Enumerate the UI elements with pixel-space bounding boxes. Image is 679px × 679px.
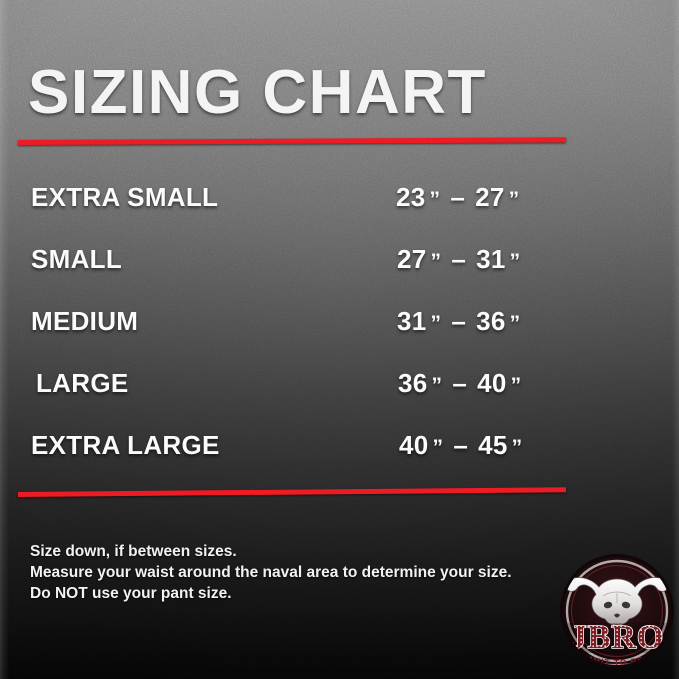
size-label: LARGE [36,368,129,398]
inch-mark: ” [508,188,520,211]
range-dash: – [451,244,467,274]
bull-skull-face [603,601,631,625]
range-min: 23 [396,182,426,212]
logo-ring [565,559,669,663]
range-max: 45 [478,430,508,460]
inch-mark: ” [511,436,523,459]
range-min: 40 [399,430,429,460]
bull-skull-shading [602,591,632,603]
table-row: SMALL 27” –31” [0,244,679,306]
range-dash: – [450,182,466,212]
measurement-range: 31” –36” [397,306,520,337]
range-dash: – [452,368,468,398]
range-dash: – [453,430,469,460]
table-row: EXTRA LARGE 40” –45” [0,430,679,492]
logo-brand-text: JBRO [570,619,665,656]
measurement-range: 23” –27” [396,182,519,213]
logo-ring-inner [570,564,664,658]
jbro-logo-svg: JBRO COMMIT TO BE FIT [560,554,674,668]
instruction-line: Size down, if between sizes. [30,543,237,560]
table-row: MEDIUM 31” –36” [0,306,679,368]
inch-mark: ” [430,250,442,273]
page-title: SIZING CHART [28,58,487,127]
inch-mark: ” [509,312,521,335]
measurement-range: 40” –45” [399,430,522,461]
range-min: 27 [397,244,427,274]
inch-mark: ” [510,374,522,397]
title-divider-rule [17,137,567,145]
instructions-block: Size down, if between sizes. Measure you… [30,541,570,604]
inch-mark: ” [430,312,442,335]
table-row: LARGE 36” –40” [0,368,679,430]
inch-mark: ” [432,436,444,459]
size-label: SMALL [31,244,123,274]
table-row: EXTRA SMALL 23” –27” [0,182,679,244]
measurement-range: 27” –31” [397,244,520,275]
range-max: 36 [476,306,506,336]
inch-mark: ” [509,250,521,273]
size-label: EXTRA SMALL [31,182,219,212]
logo-wordmark: JBRO [563,618,671,657]
range-max: 31 [476,244,506,274]
range-max: 27 [475,182,505,212]
measurement-range: 36” –40” [398,368,521,399]
instruction-line: Do NOT use your pant size. [30,585,232,602]
inch-mark: ” [431,374,443,397]
brand-logo: JBRO COMMIT TO BE FIT [556,549,678,675]
size-label: EXTRA LARGE [31,430,220,460]
range-min: 36 [398,368,428,398]
range-dash: – [451,306,467,336]
size-label: MEDIUM [31,306,139,336]
logo-contents: JBRO COMMIT TO BE FIT [563,577,671,665]
inch-mark: ” [429,188,441,211]
instruction-line: Measure your waist around the naval area… [30,564,512,581]
sizing-table: EXTRA SMALL 23” –27” SMALL 27” –31” MEDIUM… [0,182,679,492]
range-max: 40 [477,368,507,398]
range-min: 31 [397,306,427,336]
